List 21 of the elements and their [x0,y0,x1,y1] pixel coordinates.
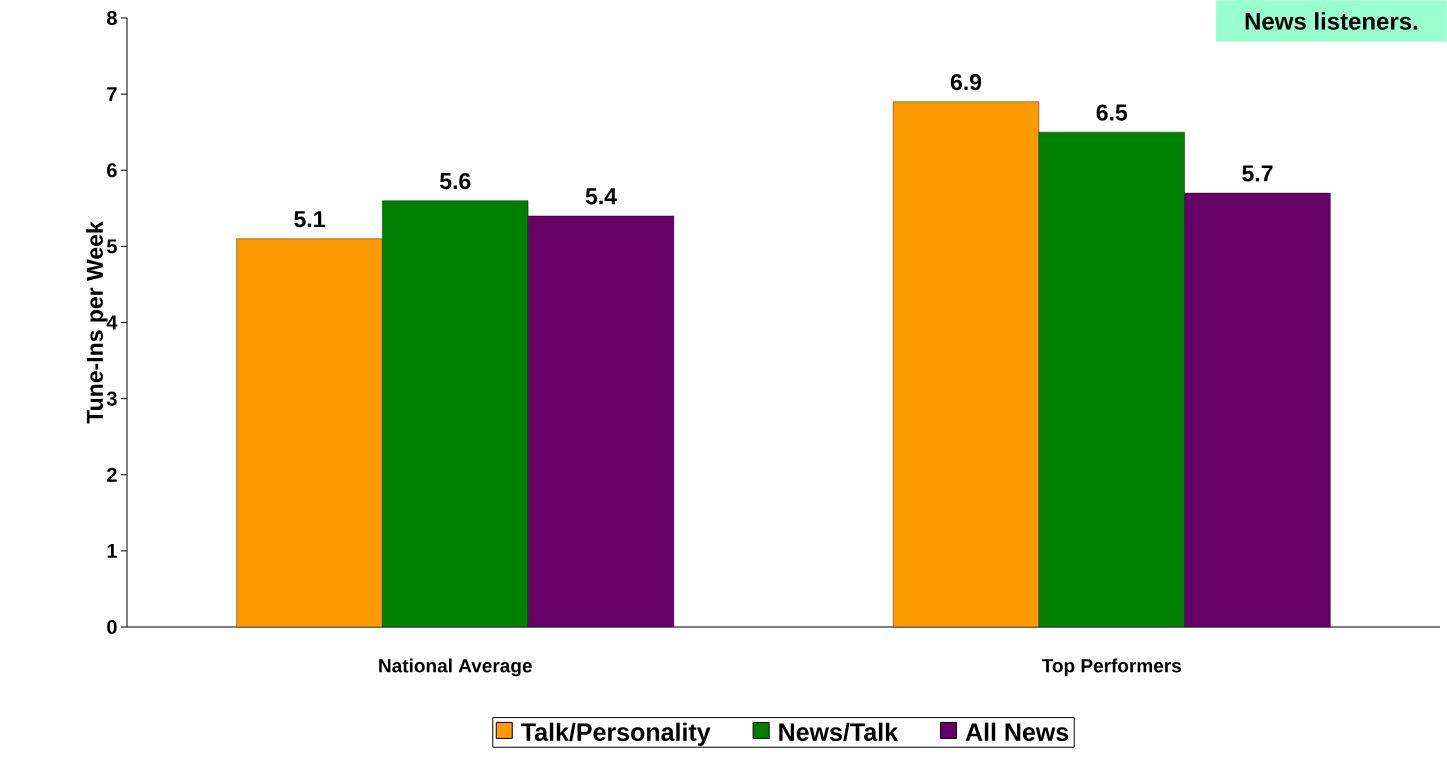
data-label: 6.9 [950,73,982,91]
y-tick-label: 2 [107,467,117,482]
data-label: 6.5 [1096,104,1128,121]
y-tick-label: 5 [106,239,117,254]
y-tick-label: 4 [106,315,118,330]
legend-label: News/Talk [779,722,899,742]
y-tick-label: 6 [107,163,117,178]
x-tick-label: Top Performers [1041,658,1181,677]
data-label: 5.1 [294,211,325,228]
y-tick-label: 1 [107,543,117,558]
y-tick-label: 3 [106,391,117,406]
annotation: News listeners. [1245,12,1418,30]
y-tick-label: 8 [107,10,117,26]
data-label: 5.6 [439,172,471,190]
x-tick-label: National Average [379,658,532,677]
legend-label: All News [965,722,1069,741]
y-tick-label: 7 [107,87,117,101]
data-label: 5.7 [1242,165,1273,182]
y-tick-label: 0 [107,619,117,635]
data-label: 5.4 [585,188,617,205]
legend-label: Talk/Personality [521,722,711,746]
